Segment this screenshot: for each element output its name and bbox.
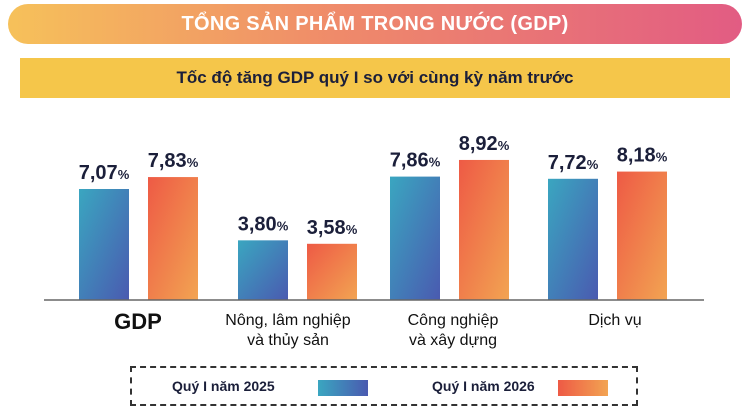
legend: Quý I năm 2025 Quý I năm 2026	[130, 366, 638, 406]
bar-2025-cat0	[79, 189, 129, 300]
labels-group: 7,07% 3,80% 7,86% 7,72% 7,83% 3,58% 8,92% 8,18%…	[79, 133, 668, 349]
legend-label-2026: Quý I năm 2026	[432, 378, 535, 394]
bar-2026-cat2	[459, 159, 509, 300]
legend-swatch-2026	[558, 380, 608, 396]
data-label-2026-cat3: 8,18%	[617, 145, 668, 167]
data-label-2025-cat1: 3,80%	[238, 213, 289, 235]
chart-subtitle-bar: Tốc độ tăng GDP quý I so với cùng kỳ năm…	[20, 58, 730, 98]
bar-2026-cat3	[617, 171, 667, 300]
data-label-2026-cat1: 3,58%	[307, 217, 358, 239]
data-label-2026-cat0: 7,83%	[148, 150, 199, 172]
data-label-2025-cat3: 7,72%	[548, 152, 599, 174]
page-title-banner: TỔNG SẢN PHẨM TRONG NƯỚC (GDP)	[8, 4, 742, 44]
data-label-2025-cat0: 7,07%	[79, 162, 130, 184]
legend-swatch-2025	[318, 380, 368, 396]
chart-subtitle: Tốc độ tăng GDP quý I so với cùng kỳ năm…	[176, 68, 574, 87]
category-label-3: Dịch vụ	[588, 312, 641, 329]
bar-2025-cat3	[548, 178, 598, 300]
category-label-1: Nông, lâm nghiệp và thủy sản	[225, 312, 351, 349]
bar-2026-cat1	[307, 243, 357, 300]
page-title: TỔNG SẢN PHẨM TRONG NƯỚC (GDP)	[181, 12, 569, 35]
category-label-0: GDP	[114, 309, 162, 334]
bars-group	[79, 159, 667, 300]
data-label-2025-cat2: 7,86%	[390, 150, 441, 172]
data-label-2026-cat2: 8,92%	[459, 133, 510, 155]
bar-2026-cat0	[148, 177, 198, 300]
bar-2025-cat2	[390, 176, 440, 300]
bar-2025-cat1	[238, 240, 288, 300]
legend-label-2025: Quý I năm 2025	[172, 378, 275, 394]
category-label-2: Công nghiệp và xây dựng	[408, 312, 499, 349]
